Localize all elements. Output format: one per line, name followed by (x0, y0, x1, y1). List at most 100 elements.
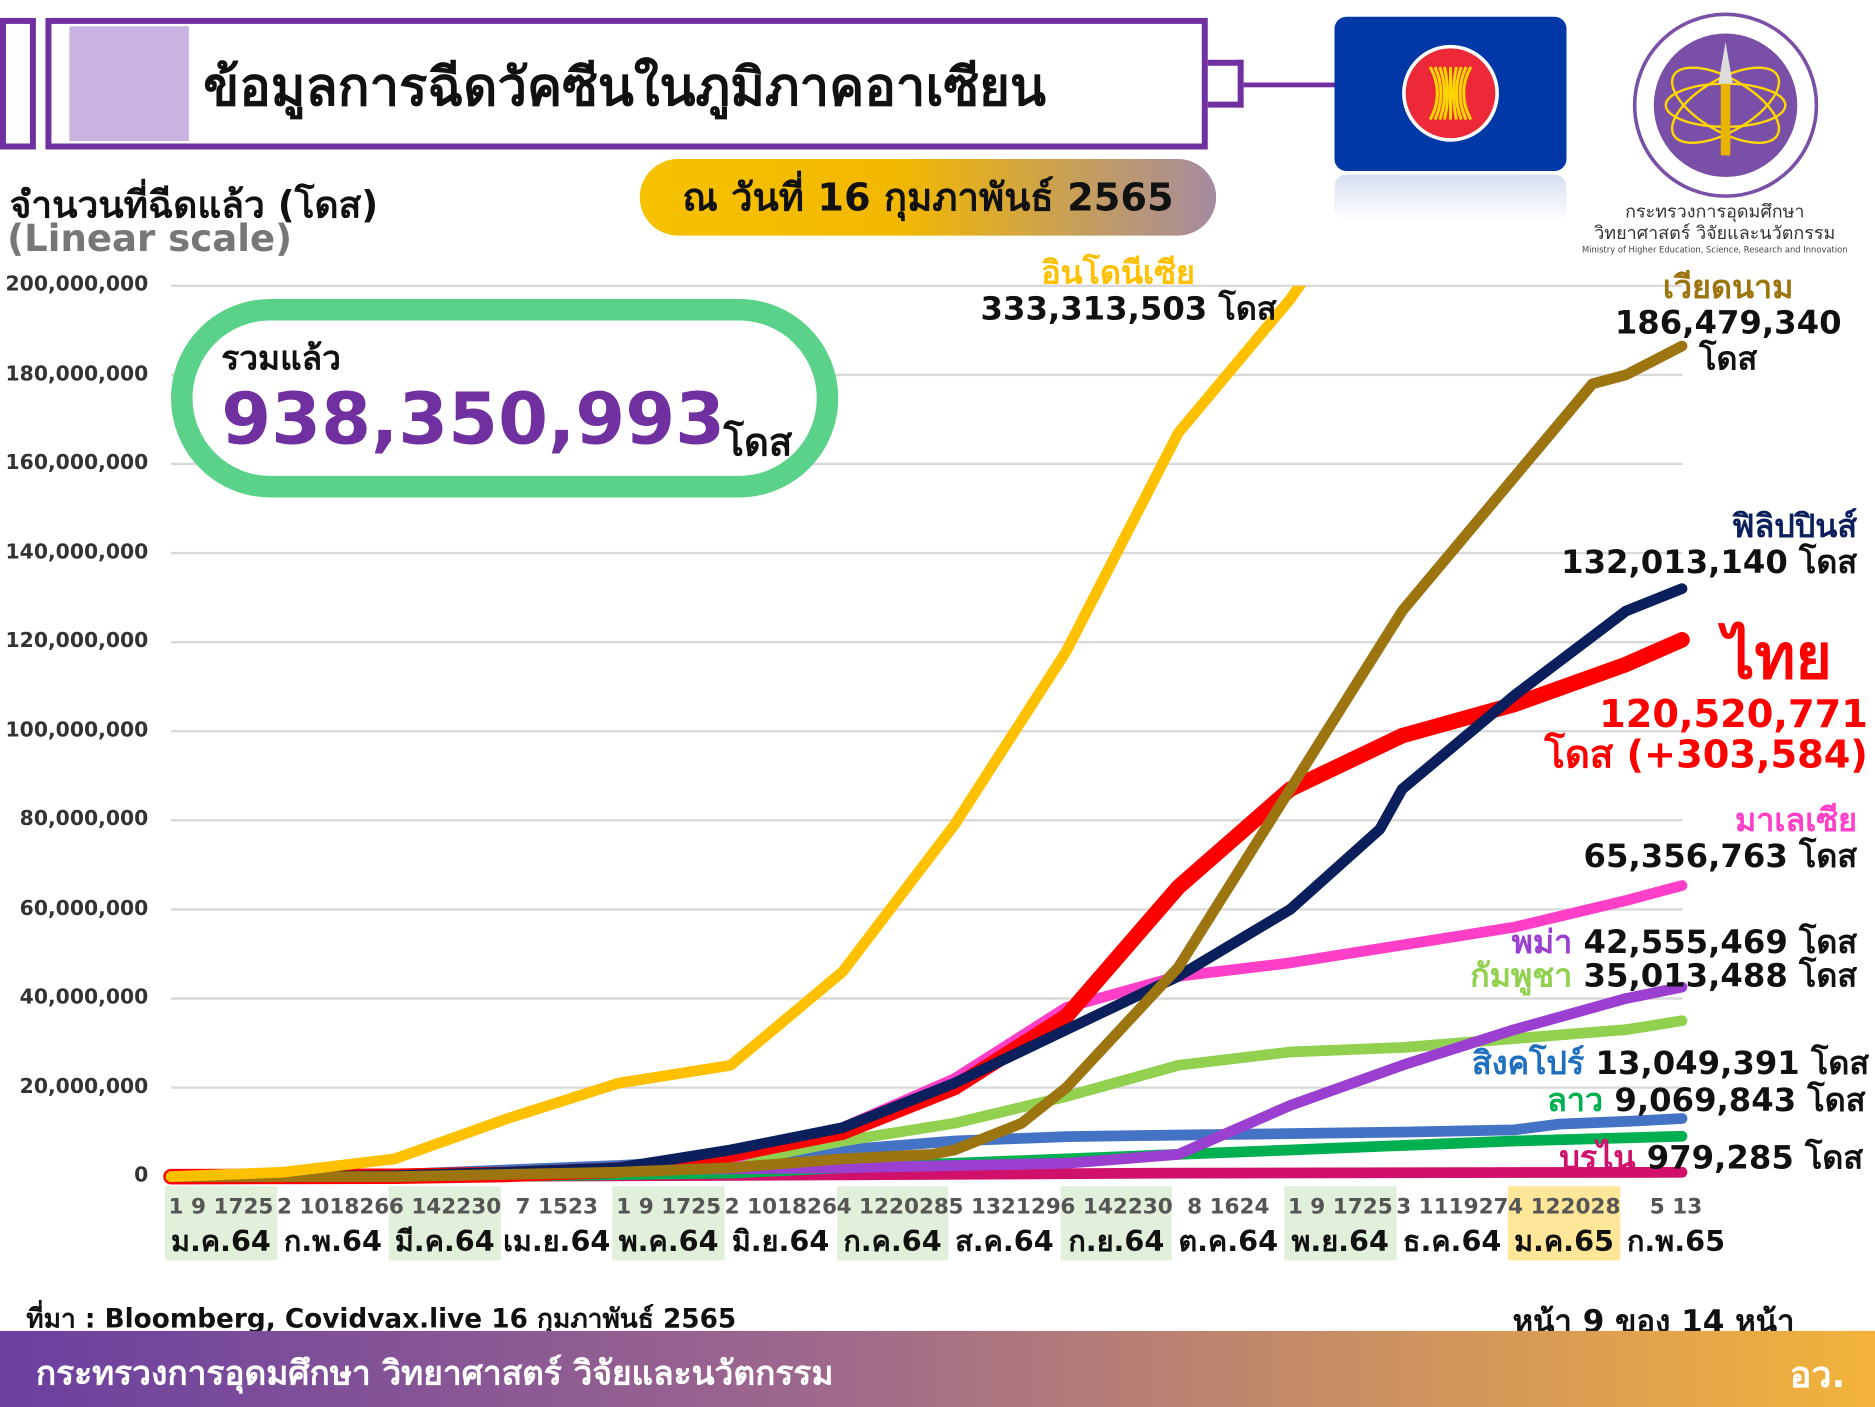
x-tick-month-name: ก.พ.64 (283, 1224, 382, 1258)
y-tick-label: 180,000,000 (5, 361, 149, 386)
x-tick-month: 1 9 1725 พ.ย.64 (1284, 1186, 1397, 1261)
label-cambodia: กัมพูชา 35,013,488 โดส (1470, 957, 1858, 995)
x-tick-days: 1 9 1725 (1287, 1194, 1393, 1220)
x-tick-month-name: พ.ค.64 (618, 1224, 719, 1258)
label-thailand: ไทย 120,520,771 โดส (+303,584) (1544, 622, 1867, 775)
total-unit: โดส (723, 419, 793, 466)
label-malaysia: มาเลเซีย 65,356,763 โดส (1583, 802, 1858, 876)
label-myanmar: พม่า 42,555,469 โดส (1511, 924, 1858, 962)
x-tick-month-name: ม.ค.65 (1514, 1224, 1615, 1258)
x-tick-month-name: พ.ย.64 (1291, 1224, 1389, 1258)
page-title: ข้อมูลการฉีดวัคซีนในภูมิภาคอาเซียน (203, 57, 1046, 119)
syringe-fill (69, 26, 189, 142)
x-tick-days: 2 101826 (276, 1194, 390, 1220)
series-line-อินโดนีเซีย (165, 285, 1307, 1183)
x-tick-month: 7 1523 เม.ย.64 (501, 1186, 613, 1260)
ministry-name-th: กระทรวงการอุดมศึกษา วิทยาศาสตร์ วิจัยและ… (1555, 201, 1875, 244)
label-laos: ลาว 9,069,843 โดส (1547, 1083, 1865, 1119)
x-tick-month: 4 122028 ก.ค.64 (836, 1186, 949, 1261)
series-total: 42,555,469 โดส (1583, 924, 1858, 962)
series-delta: โดส (+303,584) (1544, 731, 1868, 778)
asean-flag-icon (1334, 16, 1567, 171)
series-unit: โดส (1699, 340, 1758, 378)
x-tick-days: 7 1523 (515, 1194, 598, 1220)
scale-label: (Linear scale) (7, 217, 293, 261)
label-brunei: บรูไน 979,285 โดส (1559, 1139, 1864, 1177)
series-total: 132,013,140 โดส (1561, 544, 1858, 582)
y-tick-label: 200,000,000 (5, 272, 149, 297)
x-tick-days: 3 111927 (1396, 1194, 1509, 1220)
y-tick-label: 160,000,000 (5, 450, 149, 475)
x-tick-month-name: ต.ค.64 (1178, 1224, 1279, 1258)
x-tick-days: 6 142230 (1060, 1194, 1173, 1220)
label-indonesia: อินโดนีเซีย 333,313,503 โดส (980, 254, 1277, 328)
series-total: 979,285 โดส (1646, 1139, 1864, 1177)
y-tick-label: 100,000,000 (5, 718, 149, 742)
flag-reflection (1334, 174, 1567, 223)
x-tick-month-name: ก.ค.64 (843, 1224, 942, 1258)
total-box (170, 298, 839, 498)
x-tick-days: 2 101826 (724, 1194, 837, 1220)
x-tick-month-name: ก.ย.64 (1068, 1224, 1165, 1258)
series-total: 186,479,340 (1614, 304, 1842, 342)
syringe-title-bar (45, 17, 1208, 150)
ministry-name-line2: วิทยาศาสตร์ วิจัยและนวัตกรรม (1594, 222, 1836, 244)
x-tick-month: 2 101826 มิ.ย.64 (725, 1186, 837, 1260)
series-name: บรูไน (1559, 1139, 1636, 1177)
x-tick-month-name: ส.ค.64 (955, 1224, 1054, 1258)
series-total: 9,069,843 โดส (1614, 1082, 1866, 1120)
y-tick-label: 120,000,000 (5, 628, 149, 653)
y-tick-label: 20,000,000 (19, 1074, 149, 1099)
y-tick-label: 140,000,000 (5, 539, 149, 564)
label-vietnam: เวียดนาม 186,479,340 โดส (1615, 270, 1842, 378)
x-tick-days: 8 1624 (1187, 1194, 1270, 1220)
x-tick-month: 1 9 1725 พ.ค.64 (612, 1186, 725, 1261)
footer-ministry: กระทรวงการอุดมศึกษา วิทยาศาสตร์ วิจัยและ… (35, 1353, 834, 1394)
date-badge: ณ วันที่ 16 กุมภาพันธ์ 2565 (639, 159, 1217, 236)
source-note: ที่มา : Bloomberg, Covidvax.live 16 กุมภ… (26, 1304, 737, 1335)
syringe-needle (1243, 82, 1335, 88)
series-name: อินโดนีเซีย (1041, 254, 1195, 292)
y-tick-label: 60,000,000 (19, 896, 149, 921)
x-tick-month-name: มี.ค.64 (394, 1224, 495, 1258)
footer-abbr: อว. (1789, 1354, 1846, 1397)
y-axis-title: จำนวนที่ฉีดแล้ว (โดส) (9, 184, 379, 228)
series-name: สิงคโปร์ (1472, 1045, 1585, 1083)
y-tick-label: 80,000,000 (19, 807, 149, 832)
x-tick-days: 4 122028 (1508, 1194, 1621, 1220)
syringe-nozzle (1207, 59, 1244, 108)
x-tick-month: 6 142230 ก.ย.64 (1060, 1186, 1173, 1261)
series-total: 120,520,771 (1599, 691, 1868, 737)
x-tick-month: 4 122028 ม.ค.65 (1508, 1186, 1621, 1261)
series-name: กัมพูชา (1470, 957, 1573, 995)
x-tick-days: 6 142230 (388, 1194, 502, 1220)
series-total: 65,356,763 โดส (1583, 838, 1858, 876)
x-tick-month: 5 132129 ส.ค.64 (948, 1186, 1060, 1260)
series-name: ไทย (1723, 621, 1832, 694)
x-tick-month-name: ก.พ.65 (1626, 1224, 1726, 1258)
x-tick-days: 1 9 1725 (168, 1194, 274, 1220)
x-tick-days: 5 132129 (948, 1194, 1061, 1220)
series-name: เวียดนาม (1662, 269, 1794, 307)
x-tick-month: 3 111927 ธ.ค.64 (1396, 1186, 1508, 1260)
ministry-name-line1: กระทรวงการอุดมศึกษา (1625, 200, 1805, 223)
series-total: 35,013,488 โดส (1583, 957, 1858, 995)
x-tick-month: 6 142230 มี.ค.64 (388, 1186, 502, 1261)
syringe-plunger (0, 17, 36, 150)
series-total: 333,313,503 โดส (980, 290, 1277, 328)
x-tick-month: 8 1624 ต.ค.64 (1172, 1186, 1284, 1260)
x-tick-month: 5 13 ก.พ.65 (1620, 1186, 1732, 1260)
x-tick-days: 5 13 (1649, 1194, 1703, 1220)
ministry-name-en: Ministry of Higher Education, Science, R… (1581, 245, 1848, 255)
x-tick-month-name: มิ.ย.64 (731, 1224, 830, 1258)
x-tick-month: 2 101826 ก.พ.64 (277, 1186, 389, 1260)
y-tick-label: 40,000,000 (19, 985, 149, 1010)
series-name: ฟิลิปปินส์ (1731, 508, 1858, 546)
series-name: ลาว (1547, 1082, 1604, 1120)
series-total: 13,049,391 โดส (1595, 1045, 1870, 1083)
series-name: พม่า (1511, 924, 1573, 962)
series-name: มาเลเซีย (1734, 802, 1858, 840)
label-philippines: ฟิลิปปินส์ 132,013,140 โดส (1561, 509, 1857, 581)
